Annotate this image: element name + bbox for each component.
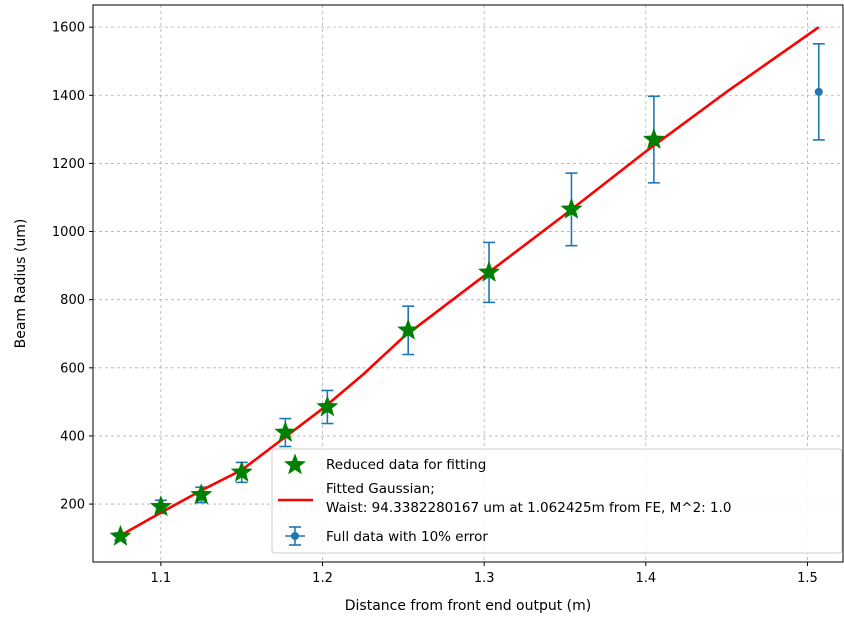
reduced-data-star bbox=[477, 260, 501, 282]
legend-star-marker bbox=[283, 453, 307, 475]
y-axis-label: Beam Radius (um) bbox=[13, 219, 29, 349]
y-tick-label: 1400 bbox=[52, 89, 85, 104]
reduced-data-star bbox=[642, 127, 666, 150]
y-axis: 200 400 600 800 1000 1200 1400 1600 bbox=[52, 21, 93, 513]
reduced-data-star bbox=[316, 395, 339, 417]
x-tick-label: 1.2 bbox=[312, 571, 333, 586]
reduced-data-star bbox=[149, 495, 173, 517]
legend-star-shape bbox=[283, 453, 307, 475]
x-tick-label: 1.3 bbox=[474, 571, 495, 586]
legend-box bbox=[271, 448, 843, 554]
reduced-data-star bbox=[190, 483, 213, 505]
reduced-data-star bbox=[274, 420, 297, 443]
legend-label-fitted-gaussian: Fitted Gaussian; bbox=[326, 481, 435, 497]
legend: Reduced data for fitting Fitted Gaussian… bbox=[271, 448, 843, 554]
reduced-data-star bbox=[109, 524, 132, 546]
x-axis: 1.1 1.2 1.3 1.4 1.5 bbox=[151, 562, 818, 586]
y-tick-label: 200 bbox=[60, 498, 85, 513]
errorbar-point bbox=[812, 43, 825, 141]
y-tick-label: 600 bbox=[60, 361, 85, 376]
y-tick-label: 800 bbox=[60, 293, 85, 308]
legend-label-waist: Waist: 94.3382280167 um at 1.062425m fro… bbox=[326, 500, 731, 516]
legend-label-reduced-data: Reduced data for fitting bbox=[326, 457, 486, 473]
y-tick-label: 1000 bbox=[52, 225, 85, 240]
legend-label-full-data: Full data with 10% error bbox=[326, 529, 488, 545]
plot-area bbox=[109, 26, 825, 546]
x-tick-label: 1.4 bbox=[635, 571, 656, 586]
reduced-data-star bbox=[397, 318, 420, 340]
x-axis-label: Distance from front end output (m) bbox=[345, 598, 591, 614]
axes-frame bbox=[92, 4, 844, 563]
legend-errorbar-dot bbox=[291, 532, 299, 540]
legend-errorbar-marker bbox=[285, 526, 305, 546]
reduced-data-star bbox=[560, 197, 583, 219]
data-point bbox=[814, 87, 823, 96]
y-tick-label: 400 bbox=[60, 429, 85, 444]
x-tick-label: 1.1 bbox=[151, 571, 172, 586]
y-tick-label: 1600 bbox=[52, 21, 85, 36]
reduced-data-star bbox=[230, 460, 253, 482]
x-tick-label: 1.5 bbox=[797, 571, 818, 586]
y-tick-label: 1200 bbox=[52, 157, 85, 172]
